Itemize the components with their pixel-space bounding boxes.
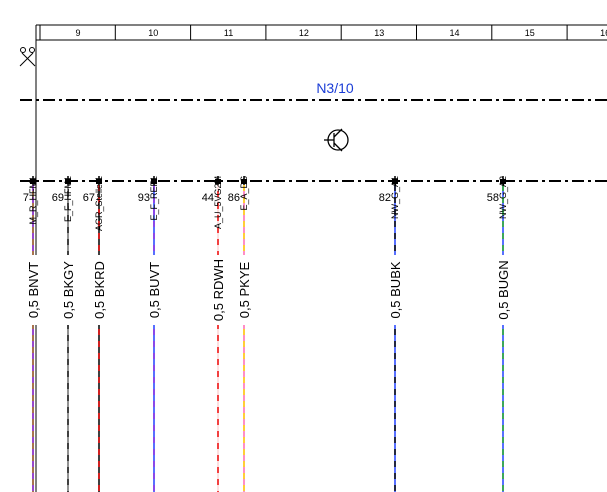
wire-label-bg <box>236 255 252 325</box>
cut-symbol <box>19 47 36 67</box>
pin-terminal <box>241 179 247 184</box>
ruler-number: 13 <box>374 28 384 38</box>
wire-label: 0,5 BUVT <box>147 262 162 318</box>
pin-name: M_R_HFM1 <box>28 176 38 225</box>
ruler-number: 16 <box>600 28 607 38</box>
pin-number: 44 <box>202 192 214 204</box>
wire-label: 0,5 PKYE <box>237 261 252 318</box>
wire-label-bg <box>25 255 41 325</box>
pin-name: A_U_5VG2M <box>213 176 223 229</box>
component-label: N3/10 <box>316 80 354 96</box>
wire-label: 0,5 BUGN <box>496 260 511 319</box>
pin-number: 67 <box>83 192 95 204</box>
pin-number: 86 <box>228 192 240 204</box>
ruler-number: 9 <box>75 28 80 38</box>
wire-label: 0,5 RDWH <box>211 259 226 321</box>
pin-terminal <box>500 179 506 184</box>
wire-label: 0,5 BKRD <box>92 261 107 319</box>
wire-label: 0,5 BKGY <box>61 261 76 319</box>
pin-terminal <box>392 179 398 184</box>
ruler-number: 12 <box>299 28 309 38</box>
pin-number: 7 <box>23 192 29 204</box>
wire-label: 0,5 BUBK <box>388 261 403 318</box>
ruler-number: 10 <box>148 28 158 38</box>
pin-number: 69 <box>52 192 64 204</box>
ruler-number: 15 <box>525 28 535 38</box>
pin-terminal <box>65 179 71 184</box>
pin-number: 82 <box>379 192 391 204</box>
pin-name: NW_G_A1 <box>390 176 400 219</box>
wire-label-bg <box>91 255 107 325</box>
pin-terminal <box>215 179 221 184</box>
wire-label-bg <box>60 255 76 325</box>
transistor-symbol <box>324 128 349 152</box>
pin-number: 93 <box>138 192 150 204</box>
pin-name: AGR_Steller1 <box>94 176 104 231</box>
pin-name: E_F_HFM1 <box>63 176 73 222</box>
wire-label-bg <box>387 255 403 325</box>
pin-terminal <box>151 179 157 184</box>
pin-name: NW_G_A2 <box>498 176 508 219</box>
pin-name: E_A_DS <box>239 176 249 211</box>
wire-label-bg <box>146 255 162 325</box>
pin-terminal <box>96 179 102 184</box>
ruler-number: 14 <box>449 28 459 38</box>
pin-name: E_F_REF1 <box>149 176 159 221</box>
wire-label-bg <box>495 255 511 325</box>
pin-terminal <box>30 179 36 184</box>
wire-label-bg <box>210 255 226 325</box>
pin-number: 58 <box>487 192 499 204</box>
ruler-number: 11 <box>224 28 233 38</box>
wire-label: 0,5 BNVT <box>26 262 41 318</box>
